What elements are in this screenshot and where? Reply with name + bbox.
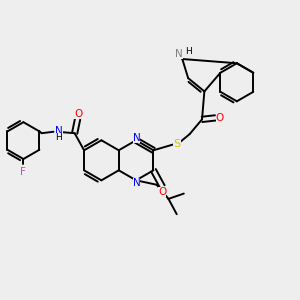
Text: O: O bbox=[158, 187, 166, 197]
Text: N: N bbox=[176, 49, 183, 59]
Text: H: H bbox=[56, 133, 62, 142]
Text: N: N bbox=[55, 126, 63, 136]
Text: O: O bbox=[74, 109, 83, 119]
Text: O: O bbox=[216, 113, 224, 123]
Text: N: N bbox=[133, 178, 140, 188]
Text: H: H bbox=[185, 47, 192, 56]
Text: S: S bbox=[173, 139, 181, 148]
Text: N: N bbox=[133, 133, 140, 143]
Text: F: F bbox=[20, 167, 26, 177]
